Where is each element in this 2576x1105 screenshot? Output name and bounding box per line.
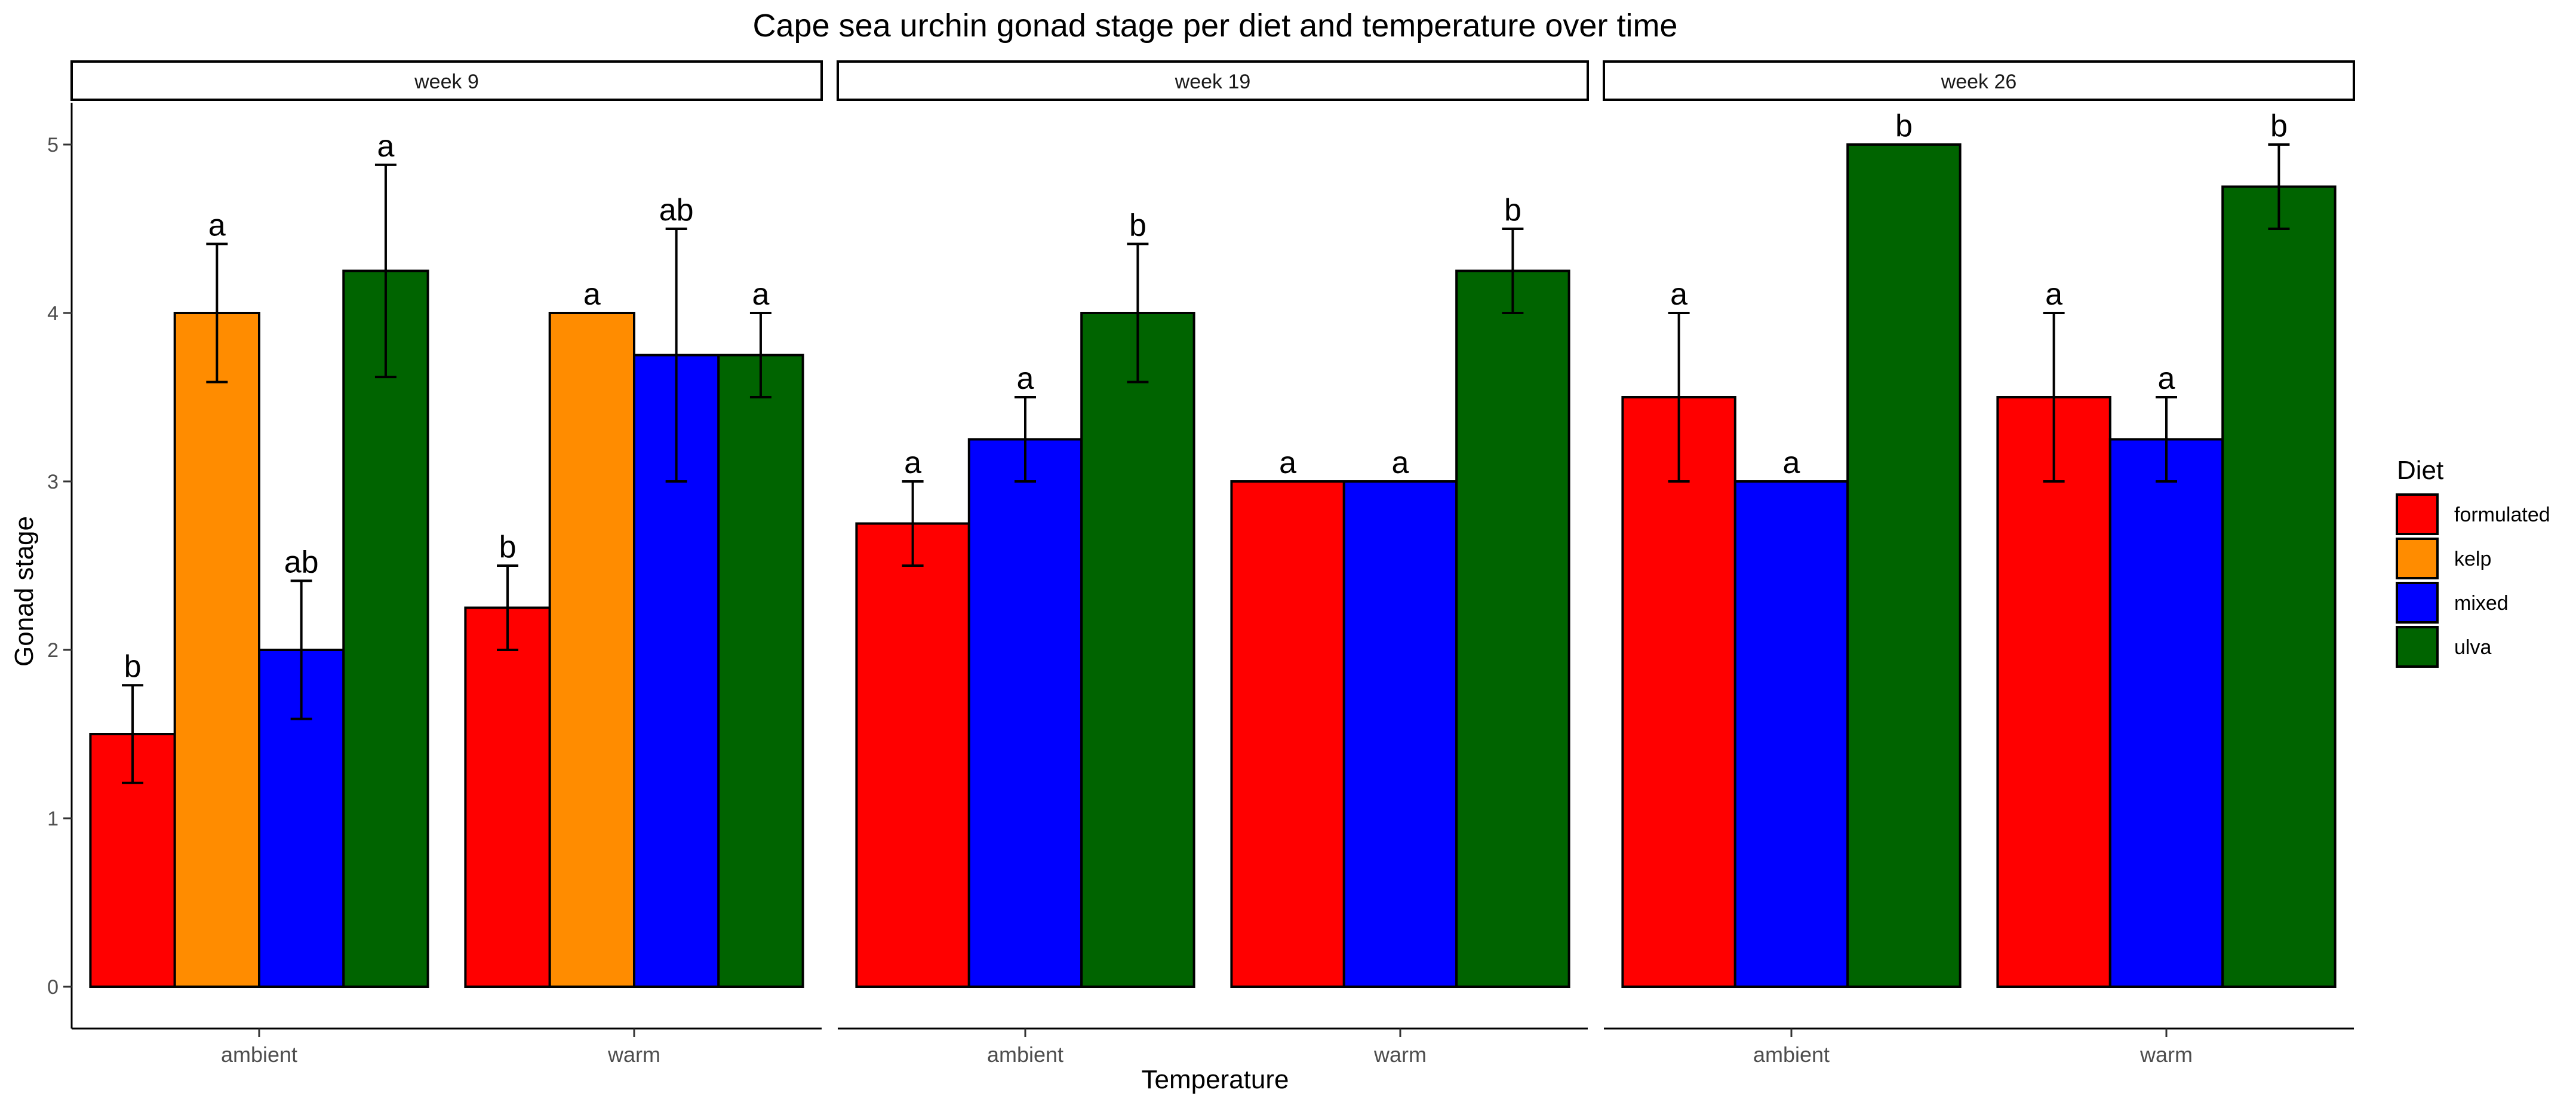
y-tick-label: 2: [47, 639, 59, 662]
significance-letter: a: [1783, 446, 1800, 480]
bar: [1996, 396, 2111, 988]
y-tick-label: 4: [47, 302, 59, 325]
significance-letter: a: [2045, 277, 2062, 312]
legend-swatch: [2396, 582, 2439, 624]
significance-letter: a: [1279, 446, 1296, 480]
facet-strip-label: week 26: [1941, 70, 2017, 93]
bar: [1621, 396, 1736, 988]
bar: [464, 606, 551, 988]
legend-label: kelp: [2454, 548, 2491, 570]
significance-letter: a: [1017, 361, 1034, 396]
legend-label: ulva: [2454, 636, 2491, 659]
significance-letter: ab: [659, 193, 694, 228]
x-tick-label: warm: [607, 1042, 660, 1067]
bar: [1846, 143, 1962, 988]
y-axis-label: Gonad stage: [10, 516, 39, 667]
bar: [2108, 438, 2224, 988]
significance-letter: b: [2270, 109, 2288, 143]
y-tick-label: 3: [47, 471, 59, 493]
facet-strip: [70, 60, 823, 101]
significance-letter: b: [124, 649, 142, 684]
significance-letter: b: [1504, 193, 1521, 228]
x-tick-label: ambient: [1753, 1042, 1830, 1067]
facet-strip: [837, 60, 1589, 101]
bar: [1342, 480, 1458, 988]
significance-letter: b: [1895, 109, 1913, 143]
facet-strip-label: week 9: [414, 70, 479, 93]
legend-swatch: [2396, 538, 2439, 579]
significance-letter: a: [2158, 361, 2175, 396]
x-tick-label: ambient: [221, 1042, 297, 1067]
significance-letter: a: [1392, 446, 1409, 480]
legend-label: mixed: [2454, 592, 2509, 615]
bar: [717, 354, 804, 988]
bar: [548, 312, 636, 988]
x-tick-label: ambient: [987, 1042, 1063, 1067]
bar: [1230, 480, 1345, 988]
bar: [1080, 312, 1195, 988]
significance-letter: a: [583, 277, 601, 312]
legend-title: Diet: [2397, 456, 2443, 485]
x-tick-label: warm: [1373, 1042, 1427, 1067]
bar: [1455, 269, 1570, 988]
x-axis-label: Temperature: [1141, 1065, 1289, 1094]
legend-swatch: [2396, 626, 2439, 668]
legend-swatch: [2396, 493, 2439, 535]
significance-letter: b: [499, 530, 517, 564]
significance-letter: ab: [284, 545, 319, 579]
significance-letter: a: [904, 446, 921, 480]
y-tick-label: 1: [47, 808, 59, 830]
bar: [2221, 185, 2337, 988]
chart-title: Cape sea urchin gonad stage per diet and…: [753, 8, 1678, 44]
y-tick-label: 5: [47, 134, 59, 156]
significance-letter: a: [752, 277, 769, 312]
bar: [342, 269, 429, 988]
bar: [967, 438, 1083, 988]
bar: [855, 522, 970, 988]
significance-letter: a: [377, 129, 394, 164]
legend-label: formulated: [2454, 504, 2550, 526]
significance-letter: a: [1670, 277, 1687, 312]
bar: [173, 312, 261, 988]
significance-letter: a: [208, 208, 226, 243]
significance-letter: b: [1129, 208, 1146, 243]
x-tick-label: warm: [2140, 1042, 2193, 1067]
y-tick-label: 0: [47, 976, 59, 999]
facet-strip-label: week 19: [1175, 70, 1251, 93]
bar: [1733, 480, 1849, 988]
facet-strip: [1603, 60, 2355, 101]
